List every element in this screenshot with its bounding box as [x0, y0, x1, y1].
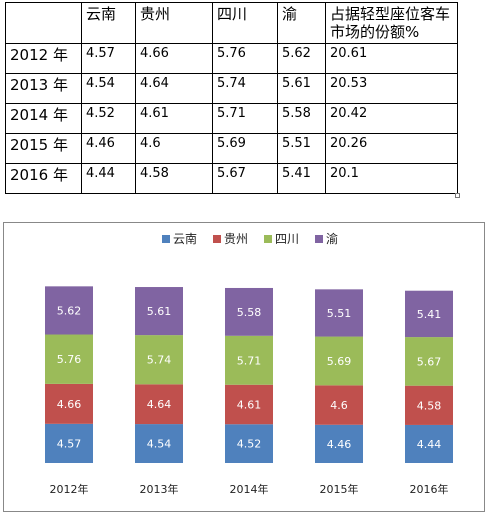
data-label: 5.69 [327, 355, 352, 368]
bar-segment [135, 424, 183, 463]
table-header-cell: 渝 [277, 2, 326, 44]
table-cell: 4.57 [81, 43, 136, 74]
data-label: 4.58 [417, 399, 442, 412]
bar-segment [405, 385, 453, 425]
table-cell: 4.52 [81, 103, 136, 134]
table-row: 2014 年 4.52 4.61 5.71 5.58 20.42 [5, 103, 458, 134]
bar-segment [135, 287, 183, 336]
table-cell: 4.58 [135, 163, 213, 194]
table-header-cell [5, 2, 82, 44]
bar-segment [315, 385, 363, 425]
table-cell: 20.61 [325, 43, 458, 74]
data-label: 5.74 [147, 354, 172, 367]
table-header-cell: 贵州 [135, 2, 213, 44]
data-label: 5.61 [147, 305, 172, 318]
table-header-cell: 占据轻型座位客车市场的份额% [325, 2, 458, 44]
stacked-bar-chart: 云南 贵州 四川 渝 4.57 4.66 5.76 5.62 2012年 4.54 4.64 5.74… [45, 231, 453, 496]
table-cell: 4.61 [135, 103, 213, 134]
table-cell: 4.46 [81, 133, 136, 164]
data-label: 4.46 [327, 438, 352, 451]
data-label: 5.67 [417, 355, 442, 368]
table-cell: 5.61 [277, 73, 326, 104]
table-cell: 4.44 [81, 163, 136, 194]
x-tick-label: 2014年 [230, 482, 269, 496]
x-tick-label: 2013年 [140, 482, 179, 496]
x-tick-label: 2012年 [50, 482, 89, 496]
table-cell: 5.67 [212, 163, 278, 194]
table-cell: 4.66 [135, 43, 213, 74]
legend-label: 渝 [326, 231, 338, 246]
data-label: 4.64 [147, 398, 172, 411]
legend-label: 云南 [173, 231, 197, 246]
table-cell: 5.69 [212, 133, 278, 164]
data-label: 4.44 [417, 438, 442, 451]
bar-segment [45, 423, 93, 463]
table-header-row: 云南 贵州 四川渝占据轻型座位客车市场的份额% [5, 2, 458, 44]
table-resize-handle[interactable] [455, 193, 460, 198]
row-year-cell: 2015 年 [5, 133, 82, 164]
table-row: 2012 年 4.57 4.66 5.76 5.62 20.61 [5, 43, 458, 74]
legend-swatch [264, 235, 272, 243]
legend-swatch [162, 235, 170, 243]
data-label: 5.51 [327, 307, 352, 320]
table-row: 2016 年 4.44 4.58 5.67 5.41 20.1 [5, 163, 458, 194]
row-year-cell: 2013 年 [5, 73, 82, 104]
bar-segment [135, 384, 183, 425]
table-cell: 5.62 [277, 43, 326, 74]
table-cell: 5.58 [277, 103, 326, 134]
bar-segment [315, 424, 363, 463]
bar-segment [135, 335, 183, 385]
bar-segment [405, 290, 453, 338]
bar-segment [315, 336, 363, 386]
x-tick-label: 2016年 [410, 482, 449, 496]
data-label: 5.41 [417, 308, 442, 321]
data-label: 4.6 [330, 399, 348, 412]
legend-swatch [315, 235, 323, 243]
bar-segment [225, 424, 273, 463]
bar-segment [225, 335, 273, 385]
table-cell: 20.26 [325, 133, 458, 164]
data-label: 5.71 [237, 354, 262, 367]
row-year-cell: 2014 年 [5, 103, 82, 134]
legend-label: 四川 [275, 232, 299, 246]
data-table: 云南 贵州 四川渝占据轻型座位客车市场的份额% 2012 年 4.57 4.66 5.76 5… [5, 2, 458, 194]
data-label: 4.54 [147, 438, 172, 451]
data-label: 5.62 [57, 304, 82, 317]
data-label: 4.52 [237, 438, 262, 451]
table-cell: 5.51 [277, 133, 326, 164]
bar-segment [45, 383, 93, 424]
table-header-cell: 四川 [212, 2, 278, 44]
table-cell: 20.42 [325, 103, 458, 134]
bar-segment [45, 334, 93, 384]
table-cell: 20.53 [325, 73, 458, 104]
table-row: 2015 年 4.46 4.6 5.69 5.51 20.26 [5, 133, 458, 164]
table-cell: 5.71 [212, 103, 278, 134]
bar-segment [405, 424, 453, 463]
chart-area: 云南 贵州 四川 渝 4.57 4.66 5.76 5.62 2012年 4.54 4.64 5.74… [3, 222, 485, 512]
table-cell: 20.1 [325, 163, 458, 194]
bar-segment [225, 287, 273, 336]
data-label: 4.57 [57, 437, 82, 450]
table-cell: 5.41 [277, 163, 326, 194]
table-cell: 4.54 [81, 73, 136, 104]
data-label: 4.61 [237, 399, 262, 412]
row-year-cell: 2012 年 [5, 43, 82, 74]
bar-segment [315, 289, 363, 337]
table-cell: 4.64 [135, 73, 213, 104]
data-label: 5.58 [237, 306, 262, 319]
bar-segment [45, 286, 93, 335]
bar-segment [225, 384, 273, 425]
table-cell: 5.76 [212, 43, 278, 74]
bar-segment [405, 337, 453, 386]
table-cell: 5.74 [212, 73, 278, 104]
x-tick-label: 2015年 [320, 482, 359, 496]
row-year-cell: 2016 年 [5, 163, 82, 194]
legend-label: 贵州 [224, 232, 248, 246]
data-label: 4.66 [57, 398, 82, 411]
data-label: 5.76 [57, 353, 82, 366]
legend-swatch [213, 235, 221, 243]
table-row: 2013 年 4.54 4.64 5.74 5.61 20.53 [5, 73, 458, 104]
table-cell: 4.6 [135, 133, 213, 164]
table-header-cell: 云南 [81, 2, 136, 44]
